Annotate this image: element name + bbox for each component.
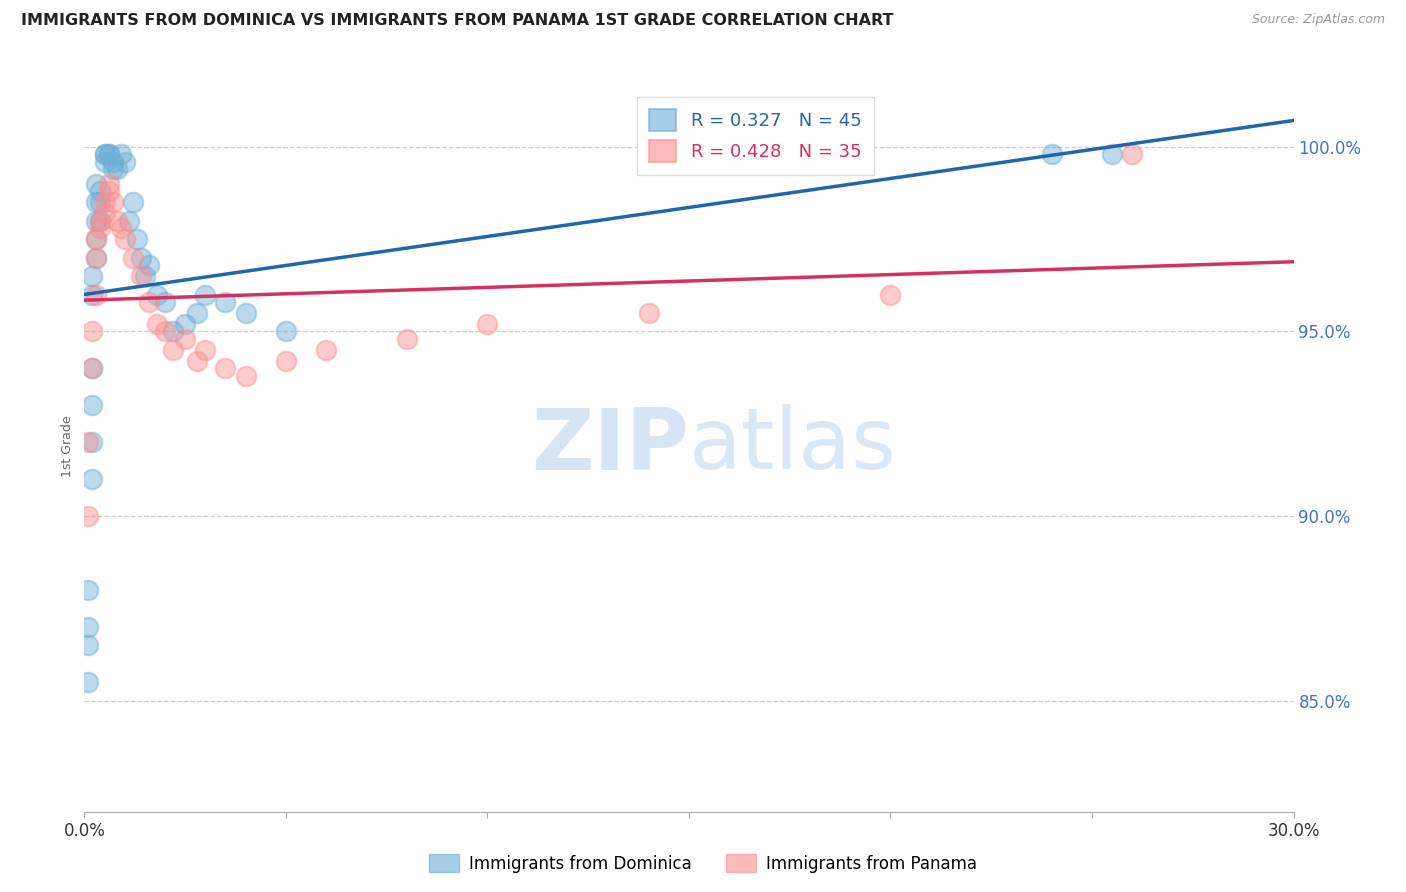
- Point: [86, 251, 108, 265]
- Point: [1040, 147, 1063, 161]
- Point: [86, 177, 108, 191]
- Point: [86, 195, 108, 210]
- Point: [118, 213, 141, 227]
- Point: [138, 294, 160, 309]
- Point: [86, 232, 108, 246]
- Legend: R = 0.327   N = 45, R = 0.428   N = 35: R = 0.327 N = 45, R = 0.428 N = 35: [637, 96, 875, 175]
- Point: [82, 325, 104, 339]
- Point: [89, 221, 111, 235]
- Point: [194, 343, 217, 357]
- Point: [125, 232, 148, 246]
- Point: [105, 161, 128, 176]
- Point: [97, 177, 120, 191]
- Point: [110, 221, 132, 235]
- Point: [82, 268, 104, 283]
- Point: [86, 232, 108, 246]
- Point: [82, 398, 104, 412]
- Point: [153, 325, 176, 339]
- Point: [1101, 147, 1123, 161]
- Text: Source: ZipAtlas.com: Source: ZipAtlas.com: [1251, 13, 1385, 27]
- Point: [1121, 147, 1143, 161]
- Point: [77, 435, 100, 450]
- Point: [146, 287, 169, 301]
- Point: [395, 332, 418, 346]
- Point: [86, 213, 108, 227]
- Point: [235, 368, 257, 383]
- Text: atlas: atlas: [689, 404, 897, 488]
- Point: [93, 147, 115, 161]
- Point: [82, 472, 104, 486]
- Point: [97, 147, 120, 161]
- Point: [101, 195, 124, 210]
- Point: [121, 195, 143, 210]
- Point: [194, 287, 217, 301]
- Point: [114, 154, 136, 169]
- Text: ZIP: ZIP: [531, 404, 689, 488]
- Point: [97, 147, 120, 161]
- Point: [77, 639, 100, 653]
- Point: [82, 435, 104, 450]
- Y-axis label: 1st Grade: 1st Grade: [60, 415, 75, 477]
- Point: [214, 294, 236, 309]
- Point: [82, 287, 104, 301]
- Point: [93, 206, 115, 220]
- Point: [105, 213, 128, 227]
- Point: [114, 232, 136, 246]
- Legend: Immigrants from Dominica, Immigrants from Panama: Immigrants from Dominica, Immigrants fro…: [423, 847, 983, 880]
- Point: [274, 325, 297, 339]
- Point: [93, 154, 115, 169]
- Point: [162, 325, 184, 339]
- Point: [89, 195, 111, 210]
- Point: [89, 184, 111, 198]
- Point: [214, 361, 236, 376]
- Point: [97, 184, 120, 198]
- Point: [89, 213, 111, 227]
- Point: [138, 258, 160, 272]
- Point: [82, 361, 104, 376]
- Point: [77, 620, 100, 634]
- Point: [121, 251, 143, 265]
- Point: [93, 147, 115, 161]
- Point: [77, 509, 100, 524]
- Point: [153, 294, 176, 309]
- Point: [129, 268, 152, 283]
- Point: [186, 354, 208, 368]
- Point: [93, 195, 115, 210]
- Point: [235, 306, 257, 320]
- Point: [315, 343, 337, 357]
- Point: [134, 268, 156, 283]
- Point: [86, 287, 108, 301]
- Point: [101, 154, 124, 169]
- Point: [101, 161, 124, 176]
- Text: IMMIGRANTS FROM DOMINICA VS IMMIGRANTS FROM PANAMA 1ST GRADE CORRELATION CHART: IMMIGRANTS FROM DOMINICA VS IMMIGRANTS F…: [21, 13, 894, 29]
- Point: [637, 306, 659, 320]
- Point: [129, 251, 152, 265]
- Point: [174, 332, 197, 346]
- Point: [879, 287, 901, 301]
- Point: [86, 251, 108, 265]
- Point: [89, 213, 111, 227]
- Point: [77, 675, 100, 690]
- Point: [77, 583, 100, 598]
- Point: [174, 317, 197, 331]
- Point: [110, 147, 132, 161]
- Point: [477, 317, 499, 331]
- Point: [146, 317, 169, 331]
- Point: [274, 354, 297, 368]
- Point: [186, 306, 208, 320]
- Point: [162, 343, 184, 357]
- Point: [82, 361, 104, 376]
